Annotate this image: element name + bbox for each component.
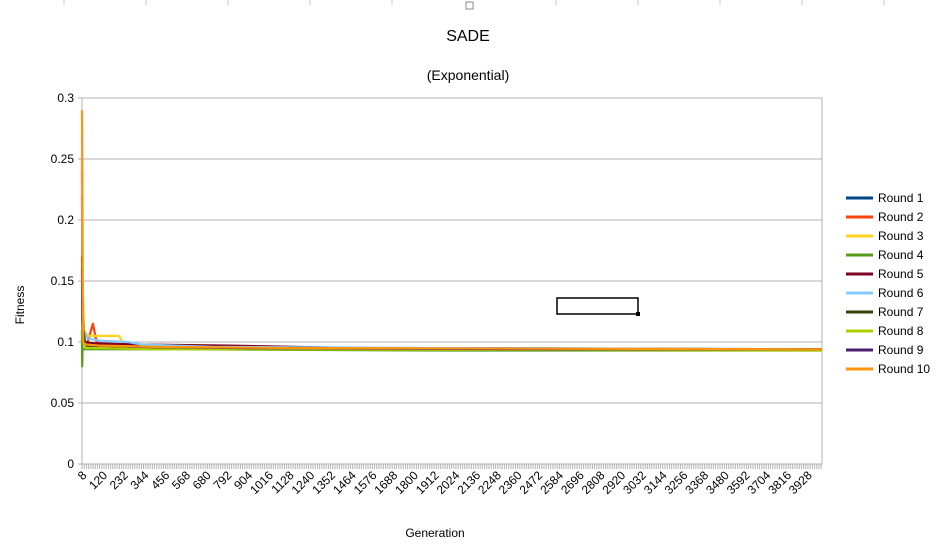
series-line-round-3 [80, 157, 823, 351]
series-line-round-8 [80, 305, 823, 352]
y-axis-label: Fitness [13, 286, 27, 325]
series-lines [80, 110, 823, 368]
legend-label: Round 3 [878, 229, 924, 243]
x-tick-label: 456 [148, 468, 172, 492]
page-ruler [63, 0, 885, 5]
series-line-round-5 [80, 171, 823, 351]
legend-label: Round 5 [878, 267, 924, 281]
legend-label: Round 7 [878, 305, 924, 319]
series-line-round-6 [80, 134, 823, 351]
y-tick-label: 0.1 [57, 335, 74, 349]
legend-label: Round 8 [878, 324, 924, 338]
y-tick-label: 0.2 [57, 213, 74, 227]
x-tick-label: 232 [107, 468, 131, 492]
y-tick-label: 0.05 [51, 396, 75, 410]
x-axis: 8120232344456568680792904101611281240135… [75, 464, 822, 497]
y-tick-label: 0.3 [57, 91, 74, 105]
legend-label: Round 10 [878, 362, 930, 376]
selection-box[interactable] [556, 297, 639, 315]
grid-lines [82, 97, 822, 465]
legend-label: Round 4 [878, 248, 924, 262]
legend-label: Round 1 [878, 191, 924, 205]
legend-label: Round 6 [878, 286, 924, 300]
legend-label: Round 9 [878, 343, 924, 357]
x-minor-ticks [81, 464, 822, 469]
series-line-round-7 [80, 256, 822, 351]
chart-title: SADE [446, 28, 490, 45]
y-tick-label: 0.25 [51, 152, 75, 166]
series-line-round-2 [80, 158, 822, 351]
legend-label: Round 2 [878, 210, 924, 224]
x-tick-label: 792 [210, 468, 234, 492]
series-line-round-1 [80, 195, 823, 351]
x-tick-label: 344 [128, 468, 152, 492]
series-line-round-10 [80, 110, 823, 351]
chart-subtitle: (Exponential) [427, 67, 510, 83]
legend: Round 1 Round 2 Round 3 Round 4 Round 5 Round… [846, 191, 930, 376]
y-tick-label: 0 [67, 457, 74, 471]
x-tick-label: 568 [169, 468, 193, 492]
resize-handle-icon[interactable] [636, 312, 640, 316]
y-axis: 0 0.05 0.1 0.15 0.2 0.25 0.3 [51, 91, 82, 471]
anchor-handle-icon[interactable] [465, 1, 474, 10]
x-tick-label: 120 [86, 468, 110, 492]
x-tick-label: 3928 [786, 468, 815, 497]
x-axis-label: Generation [405, 526, 464, 540]
y-tick-label: 0.15 [51, 274, 75, 288]
x-tick-label: 680 [190, 468, 214, 492]
